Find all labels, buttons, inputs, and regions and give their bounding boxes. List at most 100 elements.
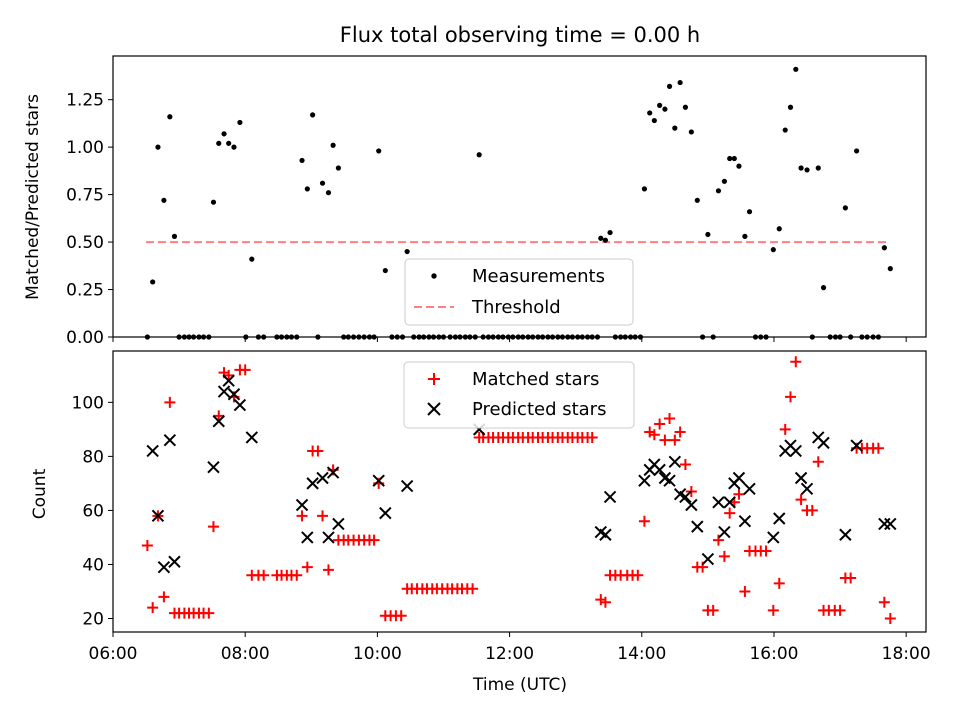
predicted-star-point <box>332 517 345 531</box>
measurement-point <box>694 197 700 203</box>
measurement-point <box>853 148 860 154</box>
measurement-point <box>404 248 410 255</box>
matched-star-point <box>164 396 176 408</box>
predicted-star-point <box>207 460 220 474</box>
bottom-y-ticks: 20 40 60 80 100 <box>72 393 113 629</box>
predicted-star-point <box>157 560 171 574</box>
matched-star-point <box>679 458 691 470</box>
top-y-axis-label: Matched/Predicted stars <box>23 94 43 300</box>
matched-star-point <box>322 564 334 576</box>
predicted-star-point <box>151 509 165 523</box>
measurement-point <box>705 231 711 238</box>
matched-star-point <box>223 369 235 381</box>
matched-star-point <box>790 356 802 368</box>
measurement-point <box>770 247 776 253</box>
bottom-y-tick-label: 80 <box>82 447 104 467</box>
measurement-point <box>736 163 742 169</box>
matched-star-point <box>599 596 611 608</box>
predicted-star-point <box>723 496 736 509</box>
bottom-y-tick-label: 40 <box>82 555 104 575</box>
matched-star-point <box>845 572 857 584</box>
matched-star-point <box>586 431 598 443</box>
matched-star-point <box>878 596 890 608</box>
measurement-point <box>798 165 804 171</box>
matched-star-point <box>213 410 225 422</box>
predicted-star-point <box>839 528 852 541</box>
matched-star-point <box>141 540 153 552</box>
measurement-point <box>887 266 893 272</box>
matched-star-point <box>147 602 159 614</box>
measurement-point <box>231 144 237 150</box>
matched-star-point <box>203 607 215 619</box>
measurement-point <box>330 142 336 148</box>
bottom-y-tick-label: 60 <box>82 501 104 521</box>
measurement-point <box>150 279 156 285</box>
measurement-point <box>727 155 733 162</box>
measurement-point <box>221 131 227 137</box>
predicted-star-point <box>168 555 181 568</box>
bottom-x-tick-label: 08:00 <box>221 644 270 664</box>
measurement-point <box>167 114 173 120</box>
measurement-point <box>310 112 316 118</box>
predicted-star-point <box>222 374 235 387</box>
measurement-point <box>793 66 799 72</box>
predicted-star-point <box>603 490 617 504</box>
measurement-point <box>216 140 222 146</box>
predicted-star-point <box>217 385 231 398</box>
matched-star-point <box>884 612 896 624</box>
measurement-point <box>598 235 604 241</box>
predicted-star-point <box>212 415 225 428</box>
measurement-point <box>376 148 382 154</box>
bottom-axes-frame <box>112 350 927 633</box>
matched-star-point <box>317 510 329 522</box>
measurement-point <box>647 110 653 116</box>
bottom-x-axis-label: Time (UTC) <box>472 675 567 695</box>
measurement-point <box>226 140 232 146</box>
matched-star-point <box>739 585 751 597</box>
predicted-star-point <box>233 398 247 412</box>
matched-star-point <box>718 550 730 562</box>
measurement-point <box>155 144 161 150</box>
matched-star-point <box>258 569 270 581</box>
top-y-ticks: 0.00 0.25 0.50 0.75 1.00 1.25 <box>66 91 113 348</box>
predicted-star-point <box>884 517 897 531</box>
bottom-legend: Matched stars Predicted stars <box>403 361 635 429</box>
predicted-star-point <box>322 531 335 544</box>
measurement-point <box>782 127 788 133</box>
bottom-y-axis-label: Count <box>30 468 50 519</box>
measurement-point <box>325 190 332 196</box>
bottom-x-tick-label: 14:00 <box>617 644 666 664</box>
predicted-star-point <box>653 463 666 477</box>
bottom-panel: 20 40 60 80 100 06:00 08:00 10:00 12:00 14:00 16:… <box>30 350 931 695</box>
matched-star-point <box>312 445 324 457</box>
measurement-point <box>304 186 310 192</box>
measurement-point <box>161 197 167 203</box>
matched-star-point <box>638 515 650 527</box>
measurement-point <box>742 233 748 239</box>
bottom-x-tick-label: 18:00 <box>882 644 931 664</box>
measurement-point <box>776 226 782 232</box>
measurement-point <box>677 79 683 86</box>
top-y-tick-label: 1.00 <box>66 138 104 158</box>
measurement-point <box>820 285 827 291</box>
measurement-point <box>210 199 217 205</box>
legend-threshold-label: Threshold <box>471 297 561 318</box>
matched-star-point <box>872 442 884 454</box>
predicted-star-point <box>789 444 802 458</box>
bottom-plot-area <box>141 356 897 624</box>
legend-matched-marker <box>428 373 440 385</box>
matched-star-point <box>659 434 671 446</box>
predicted-star-point <box>718 525 731 539</box>
matched-star-point <box>773 577 785 589</box>
top-y-tick-label: 0.00 <box>66 328 104 348</box>
bottom-x-ticks: 06:00 08:00 10:00 12:00 14:00 16:00 18:00 <box>89 632 931 664</box>
matched-star-point <box>632 569 644 581</box>
predicted-star-point <box>794 471 808 485</box>
predicted-star-point <box>372 474 385 487</box>
top-panel: 0.00 0.25 0.50 0.75 1.00 1.25 Matched/Predict… <box>23 55 927 348</box>
matched-star-point <box>648 429 660 441</box>
predicted-star-point <box>306 477 319 490</box>
bottom-x-tick-label: 10:00 <box>353 644 402 664</box>
measurement-point <box>721 178 728 184</box>
